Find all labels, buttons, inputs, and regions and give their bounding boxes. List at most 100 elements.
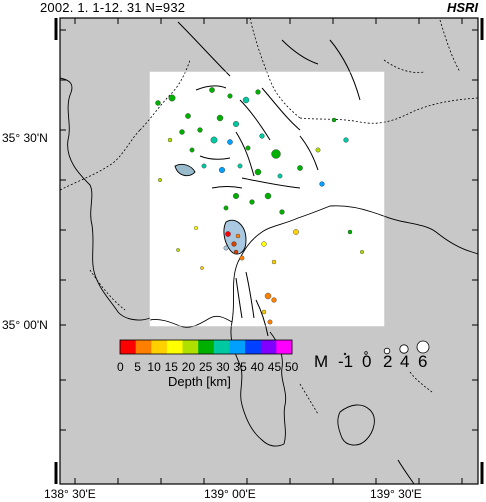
mag-symbol: [399, 344, 409, 354]
prefecture-boundaries: [59, 17, 479, 415]
quake-marker: [343, 137, 349, 143]
quake-marker: [157, 177, 162, 182]
quake-marker: [232, 192, 239, 199]
quake-marker: [347, 229, 353, 235]
depth-color-segment: [135, 340, 152, 354]
period-text: 2002. 1. 1-12. 31: [40, 0, 142, 15]
quake-marker: [271, 259, 277, 265]
quake-marker: [261, 309, 267, 315]
quake-marker: [237, 163, 243, 169]
depth-legend-title: Depth [km]: [168, 374, 231, 389]
quake-marker: [319, 181, 325, 187]
study-region-outline: [149, 71, 385, 327]
magnitude-value: 2: [383, 352, 393, 371]
magnitude-legend-symbols: [343, 340, 430, 356]
quake-marker: [223, 245, 229, 251]
quake-marker: [239, 255, 245, 261]
quake-marker: [232, 120, 239, 127]
quake-marker: [200, 266, 204, 270]
depth-color-segment: [166, 340, 184, 354]
depth-color-segment: [245, 340, 262, 354]
quake-marker: [277, 173, 283, 179]
depth-colorbar: [120, 340, 293, 354]
event-count: N=932: [145, 0, 186, 15]
magnitude-prefix: M: [314, 352, 329, 371]
quake-marker: [255, 89, 261, 95]
quake-marker: [249, 199, 255, 205]
quake-marker: [176, 248, 180, 252]
depth-tick-label: 0: [117, 360, 124, 374]
depth-color-segment: [229, 340, 246, 354]
mag-symbol: [383, 347, 391, 355]
quake-marker: [271, 149, 281, 159]
lon-label: 139° 00'E: [204, 487, 256, 501]
quake-marker: [293, 229, 299, 235]
lat-label: 35° 30'N: [2, 131, 48, 145]
depth-tick-label: 30: [216, 360, 230, 374]
depth-color-segment: [198, 340, 215, 354]
quake-marker: [259, 133, 265, 139]
quake-marker: [279, 209, 285, 215]
quake-marker: [167, 137, 173, 143]
mag-symbol: [364, 351, 368, 355]
depth-tick-label: 50: [285, 360, 299, 374]
depth-color-segment: [276, 340, 293, 354]
quake-marker: [179, 129, 185, 135]
frame-ticks: [60, 18, 478, 484]
quake-marker: [225, 231, 231, 237]
magnitude-value: -1: [338, 352, 354, 371]
map-title: 2002. 1. 1-12. 31 N=932: [40, 0, 185, 15]
depth-tick-label: 5: [134, 360, 141, 374]
depth-color-segment: [260, 340, 277, 354]
quake-marker: [210, 136, 218, 144]
depth-tick-label: 35: [233, 360, 247, 374]
quake-marker: [261, 241, 267, 247]
depth-color-segment: [182, 340, 199, 354]
depth-tick-label: 15: [164, 360, 178, 374]
depth-colorbar-frame: [119, 339, 293, 355]
hypocenter-markers: [155, 87, 365, 325]
quake-marker: [264, 292, 272, 300]
mag-symbol: [343, 352, 347, 356]
quake-marker: [227, 139, 233, 145]
map-frame: [59, 17, 479, 485]
quake-marker: [189, 147, 195, 153]
quake-marker: [245, 145, 251, 151]
quake-marker: [155, 100, 161, 106]
lon-label: 139° 30'E: [370, 487, 422, 501]
mag-symbol: [416, 340, 430, 354]
lat-label: 35° 00'N: [2, 318, 48, 332]
quake-marker: [231, 241, 237, 247]
quake-marker: [271, 297, 277, 303]
quake-marker: [168, 94, 176, 102]
depth-tick-label: 10: [147, 360, 161, 374]
quake-marker: [264, 192, 272, 200]
frame-corners: [54, 18, 484, 484]
quake-marker: [185, 113, 191, 119]
magnitude-value: 6: [418, 352, 428, 371]
quake-marker: [297, 165, 303, 171]
quake-marker: [197, 127, 203, 133]
lon-label: 138° 30'E: [44, 487, 96, 501]
quake-marker: [193, 225, 198, 230]
quake-marker: [267, 319, 273, 325]
depth-tick-label: 25: [199, 360, 213, 374]
quake-marker: [331, 117, 337, 123]
depth-tick-label: 40: [250, 360, 264, 374]
quake-marker: [216, 114, 224, 122]
active-faults: [177, 21, 415, 485]
depth-tick-label: 20: [181, 360, 196, 374]
quake-marker: [360, 249, 365, 254]
quake-marker: [233, 249, 239, 255]
quake-marker: [209, 87, 215, 93]
magnitude-value: 4: [400, 352, 410, 371]
depth-color-segment: [151, 340, 168, 354]
depth-color-segment: [120, 340, 137, 354]
quake-marker: [315, 147, 321, 153]
magnitude-value: 0: [362, 352, 372, 371]
quake-marker: [218, 166, 225, 173]
quake-marker: [235, 233, 241, 239]
source-label: HSRI: [446, 0, 478, 15]
quake-marker: [254, 168, 262, 176]
